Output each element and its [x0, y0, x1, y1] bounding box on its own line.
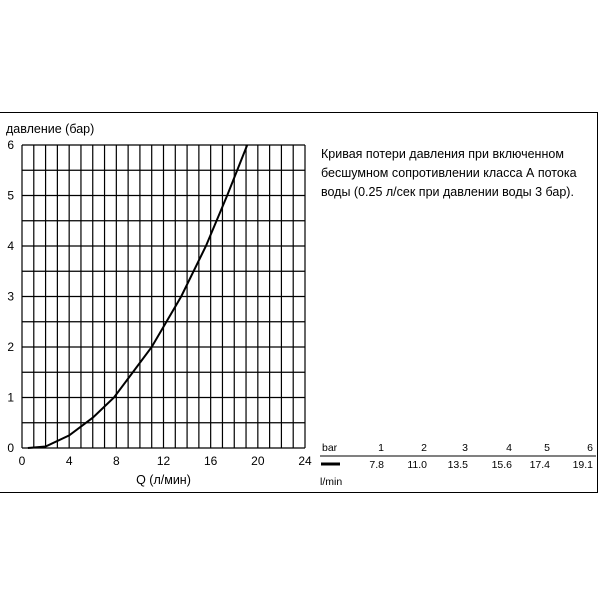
y-tick-label: 4: [7, 239, 14, 253]
x-tick-label: 16: [204, 454, 218, 468]
table-bar-value: 3: [462, 442, 468, 454]
x-axis-label: Q (л/мин): [136, 473, 191, 487]
description-line: Кривая потери давления при включенном: [321, 147, 564, 161]
y-tick-label: 6: [7, 138, 14, 152]
table-row-label-lmin: l/min: [320, 476, 342, 488]
x-tick-label: 24: [298, 454, 312, 468]
table-lmin-value: 15.6: [492, 459, 513, 471]
y-tick-label: 3: [7, 290, 14, 304]
table-bar-value: 1: [378, 442, 384, 454]
x-tick-label: 4: [66, 454, 73, 468]
table-row-label-bar: bar: [322, 442, 338, 454]
y-axis-label: давление (бар): [6, 122, 94, 136]
x-tick-label: 8: [113, 454, 120, 468]
y-tick-label: 0: [7, 441, 14, 455]
x-tick-label: 12: [157, 454, 171, 468]
table-lmin-value: 7.8: [369, 459, 384, 471]
table-lmin-value: 11.0: [407, 459, 427, 471]
table-bar-value: 5: [544, 442, 550, 454]
y-tick-label: 1: [7, 391, 14, 405]
table-bar-value: 6: [587, 442, 593, 454]
description-line: воды (0.25 л/сек при давлении воды 3 бар…: [321, 185, 574, 199]
y-tick-label: 2: [7, 340, 14, 354]
table-lmin-value: 13.5: [448, 459, 469, 471]
y-tick-label: 5: [7, 189, 14, 203]
table-bar-value: 4: [506, 442, 512, 454]
chart-frame: [0, 112, 598, 493]
description-line: бесшумном сопротивлении класса А потока: [321, 166, 577, 180]
x-tick-label: 0: [19, 454, 26, 468]
x-tick-label: 20: [251, 454, 265, 468]
table-lmin-value: 19.1: [573, 459, 594, 471]
chart-description: Кривая потери давления при включенном бе…: [321, 145, 596, 202]
table-bar-value: 2: [421, 442, 427, 454]
series-line: [27, 144, 249, 449]
table-lmin-value: 17.4: [530, 459, 551, 471]
